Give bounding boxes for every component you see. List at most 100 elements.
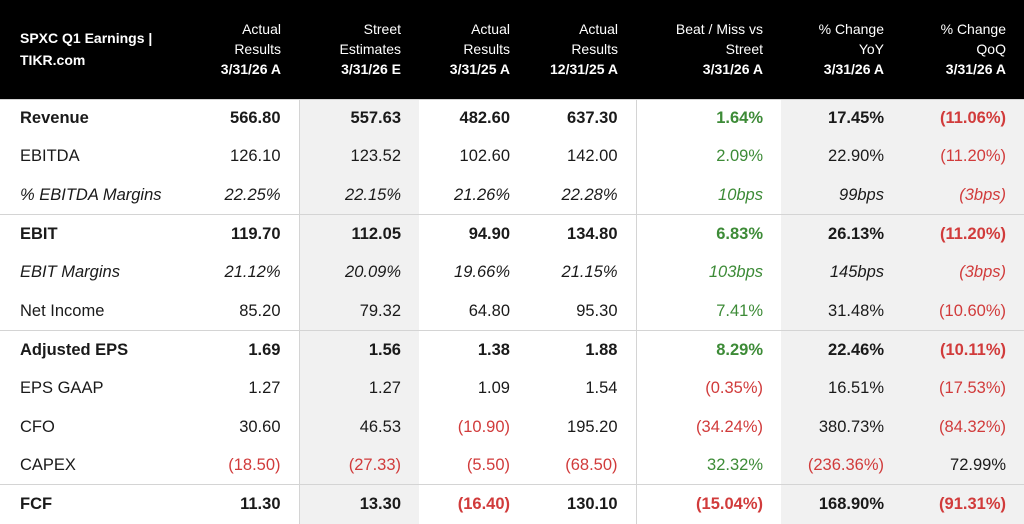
table-cell: (18.50)	[228, 455, 281, 474]
table-row: Adjusted EPS 1.69 1.56 1.38 1.88 8.29% 22.46%(…	[0, 330, 1024, 370]
table-cell: 1.27	[248, 378, 281, 397]
table-cell: 21.26%	[454, 185, 510, 204]
row-label: EBITDA	[20, 147, 80, 166]
table-cell: 130.10	[528, 484, 636, 524]
row-label: % EBITDA Margins	[20, 185, 162, 204]
title-line: SPXC Q1 Earnings |	[20, 30, 153, 47]
row-label: Net Income	[20, 301, 105, 320]
table-cell: (3bps)	[902, 176, 1024, 215]
table-cell: 72.99%	[902, 446, 1024, 485]
table-cell: (84.32%)	[902, 407, 1024, 447]
table-cell: 64.80	[468, 301, 510, 320]
table-cell: (10.11%)	[902, 330, 1024, 370]
table-cell: 1.88	[528, 330, 636, 370]
header-row: SPXC Q1 Earnings | TIKR.com Actual Resul…	[0, 0, 1024, 99]
row-label: EBIT	[0, 214, 186, 254]
table-cell: 22.90%	[781, 137, 902, 177]
table-cell: 1.56	[298, 330, 419, 370]
table-cell: 19.66%	[454, 263, 510, 282]
table-cell: (236.36%)	[781, 446, 902, 485]
table-cell: 20.09%	[298, 253, 419, 292]
table-row: FCF 11.30 13.30 (16.40) 130.10 (15.04%) 168.90…	[0, 484, 1024, 524]
table-cell: 112.05	[298, 214, 419, 254]
table-cell: 17.45%	[781, 98, 902, 138]
table-cell: 557.63	[298, 98, 419, 138]
table-row: % EBITDA Margins 22.25% 22.15% 21.26% 22.28%…	[0, 176, 1024, 215]
column-header-qoq: % Change QoQ 3/31/26 A	[940, 21, 1006, 78]
table-cell: (34.24%)	[635, 407, 781, 447]
column-header-prior-year: Actual Results 3/31/25 A	[449, 21, 510, 78]
row-label: Adjusted EPS	[0, 330, 186, 370]
table-cell: 380.73%	[781, 407, 902, 447]
table-row: EBIT 119.70 112.05 94.90 134.80 6.83% 26.13% (1…	[0, 214, 1024, 254]
table-cell: (11.20%)	[902, 214, 1024, 254]
table-row: Net Income 85.20 79.32 64.80 95.30 7.41% 31.48…	[0, 291, 1024, 331]
table-cell: 168.90%	[781, 484, 902, 524]
table-cell: 26.13%	[781, 214, 902, 254]
table-cell: (10.90)	[457, 417, 510, 436]
table-cell: 142.00	[567, 147, 618, 166]
table-cell: 145bps	[781, 253, 902, 292]
column-header-prior-quarter: Actual Results 12/31/25 A	[550, 21, 618, 78]
table-cell: 1.69	[186, 330, 299, 370]
table-cell: 31.48%	[781, 291, 902, 331]
table-row: EBITDA 126.10 123.52 102.60 142.00 2.09% 22.90…	[0, 137, 1024, 177]
table-cell: 637.30	[528, 98, 636, 138]
table-cell: 6.83%	[635, 214, 781, 254]
table-cell: 123.52	[298, 137, 419, 177]
table-cell: 1.09	[477, 378, 510, 397]
table-cell: 1.38	[419, 330, 528, 370]
table-cell: (11.20%)	[902, 137, 1024, 177]
table-cell: (17.53%)	[902, 369, 1024, 408]
table-row: Revenue 566.80 557.63 482.60 637.30 1.64% 17.4…	[0, 98, 1024, 138]
column-header-beat-miss: Beat / Miss vs Street 3/31/26 A	[675, 21, 763, 78]
table-cell: 126.10	[230, 147, 281, 166]
table-cell: 21.12%	[224, 263, 281, 282]
table-cell: 134.80	[528, 214, 636, 254]
table-cell: 16.51%	[781, 369, 902, 408]
table-cell: 30.60	[239, 417, 281, 436]
table-cell: 21.15%	[561, 263, 618, 282]
table-cell: 10bps	[635, 176, 781, 215]
table-cell: 85.20	[239, 301, 281, 320]
table-cell: 22.46%	[781, 330, 902, 370]
table-cell: 1.54	[585, 378, 618, 397]
table-cell: 22.28%	[561, 185, 618, 204]
title-line: TIKR.com	[20, 52, 86, 69]
table-cell: (5.50)	[466, 455, 510, 474]
table-cell: 103bps	[635, 253, 781, 292]
table-cell: (3bps)	[902, 253, 1024, 292]
table-cell: (27.33)	[298, 446, 419, 485]
row-label: CFO	[20, 417, 55, 436]
row-label: CAPEX	[20, 455, 76, 474]
row-label: EBIT Margins	[20, 263, 120, 282]
row-label: FCF	[0, 484, 186, 524]
table-cell: 99bps	[781, 176, 902, 215]
table-cell: (15.04%)	[635, 484, 781, 524]
table-cell: 7.41%	[635, 291, 781, 331]
table-row: CAPEX (18.50) (27.33) (5.50) (68.50) 32.32% (2…	[0, 446, 1024, 485]
table-cell: 32.32%	[635, 446, 781, 485]
table-cell: 482.60	[419, 98, 528, 138]
table-cell: 2.09%	[635, 137, 781, 177]
table-body: Revenue 566.80 557.63 482.60 637.30 1.64% 17.4…	[0, 98, 1024, 524]
table-cell: 79.32	[298, 291, 419, 331]
table-cell: (16.40)	[419, 484, 528, 524]
table-cell: 566.80	[186, 98, 299, 138]
column-header-yoy: % Change YoY 3/31/26 A	[818, 21, 884, 78]
table-cell: 8.29%	[635, 330, 781, 370]
table-cell: (91.31%)	[902, 484, 1024, 524]
table-cell: (11.06%)	[902, 98, 1024, 138]
table-cell: 22.25%	[224, 185, 281, 204]
row-label: EPS GAAP	[20, 378, 104, 397]
table-cell: 119.70	[186, 214, 299, 254]
table-title: SPXC Q1 Earnings | TIKR.com	[0, 0, 186, 99]
table-cell: 1.27	[298, 369, 419, 408]
table-cell: 95.30	[576, 301, 618, 320]
table-cell: 102.60	[459, 147, 510, 166]
column-header-street-estimates: Street Estimates 3/31/26 E	[339, 21, 401, 78]
table-row: EBIT Margins 21.12% 20.09% 19.66% 21.15% 103b…	[0, 253, 1024, 292]
row-label: Revenue	[0, 98, 186, 138]
table-cell: 1.64%	[635, 98, 781, 138]
